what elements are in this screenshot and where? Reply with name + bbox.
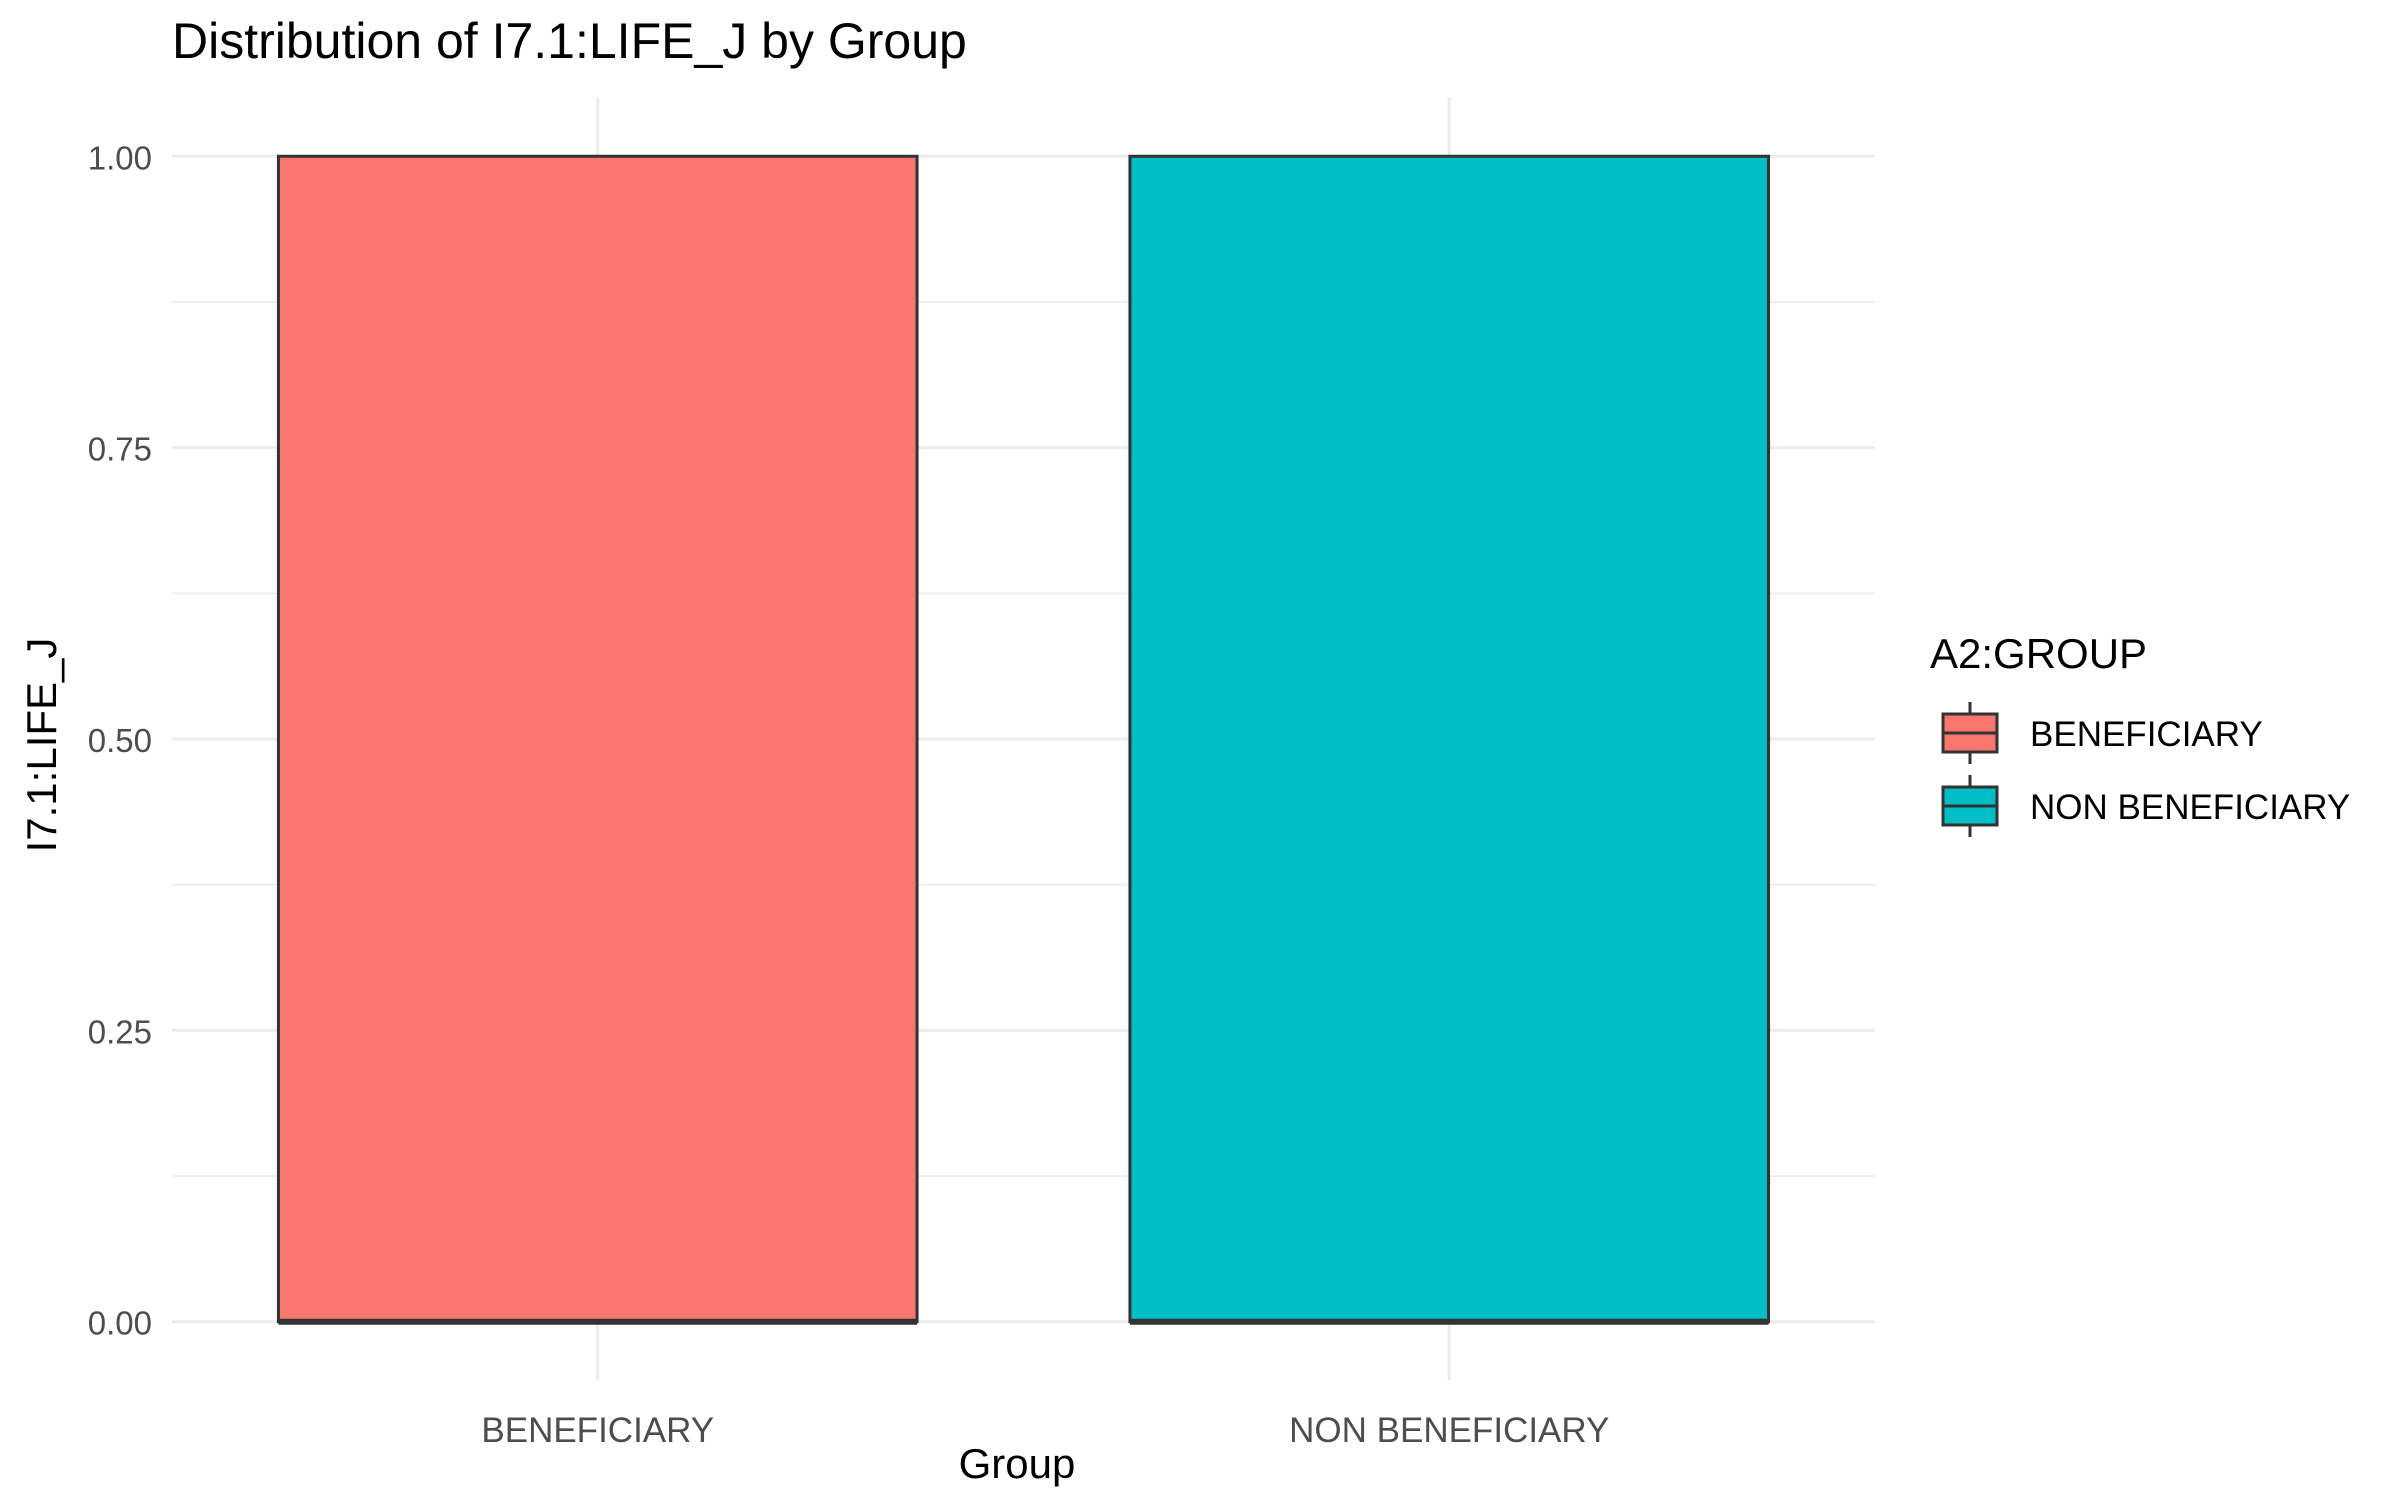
legend-key-non-beneficiary [1941, 775, 1999, 837]
axes-layer: 0.00 0.25 0.50 0.75 1.00 BENEFICIARY NON BENEF… [88, 139, 1610, 1450]
chart-title: Distribution of I7.1:LIFE_J by Group [172, 13, 967, 69]
y-axis-title: I7.1:LIFE_J [18, 638, 65, 853]
x-tick-label: NON BENEFICIARY [1289, 1411, 1609, 1450]
legend-label: NON BENEFICIARY [2030, 788, 2350, 827]
y-tick-label: 0.50 [88, 722, 152, 759]
x-axis-title: Group [959, 1440, 1076, 1487]
y-tick-label: 0.00 [88, 1305, 152, 1342]
box-beneficiary [276, 154, 919, 1324]
legend-key-beneficiary [1941, 702, 1999, 764]
y-tick-label: 0.75 [88, 431, 152, 468]
y-tick-label: 1.00 [88, 139, 152, 176]
legend: A2:GROUP BENEFICIARY NON BENEFICIARY [1930, 630, 2350, 837]
boxes-layer [276, 154, 1771, 1325]
y-tick-label: 0.25 [88, 1013, 152, 1050]
legend-label: BENEFICIARY [2030, 715, 2263, 754]
box-non-beneficiary [1128, 154, 1771, 1324]
legend-title: A2:GROUP [1930, 630, 2147, 677]
x-tick-label: BENEFICIARY [481, 1411, 714, 1450]
